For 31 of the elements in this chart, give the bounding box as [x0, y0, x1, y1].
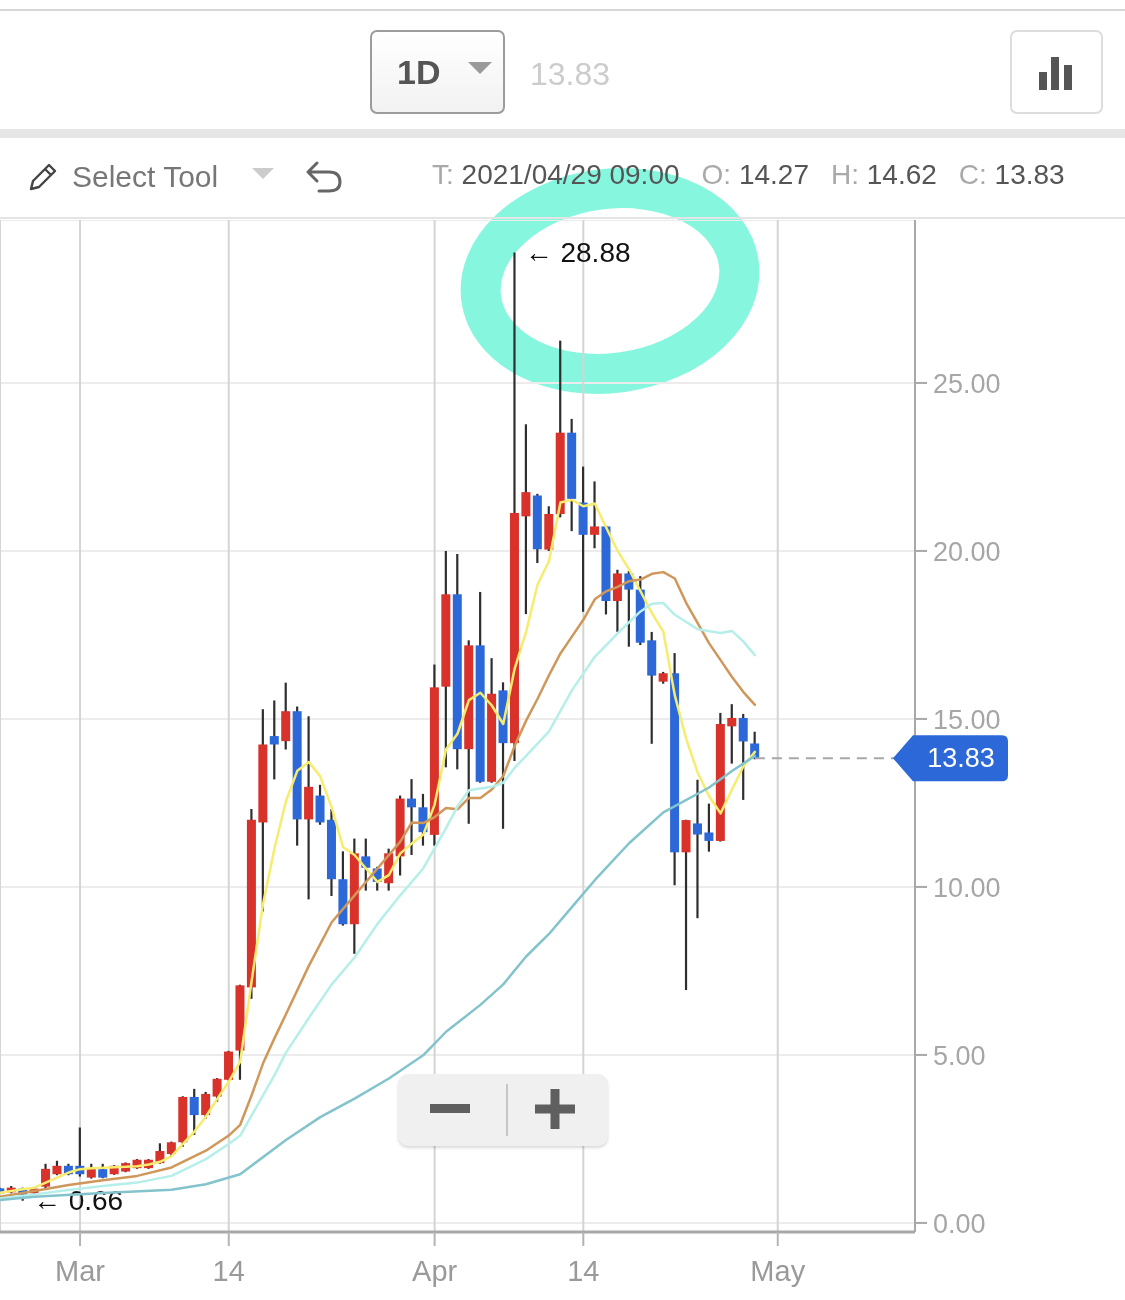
- y-tick-label: 20.00: [933, 536, 1001, 567]
- text: Select Tool: [72, 159, 219, 195]
- candlestick: [727, 703, 737, 765]
- y-tick-label: 5.00: [933, 1040, 986, 1071]
- text: C:: [958, 159, 987, 190]
- candlestick: [212, 1077, 222, 1103]
- candlestick: [738, 712, 748, 802]
- x-tick-label: May: [750, 1254, 806, 1287]
- y-tick-label: 25.00: [933, 368, 1001, 399]
- ref-line-label: 13.83: [927, 743, 995, 774]
- x-tick-label: 14: [567, 1254, 600, 1287]
- annotation: ← 28.88: [524, 237, 631, 269]
- dropdown: 1D: [370, 30, 505, 114]
- y-tick-label: 0.00: [933, 1208, 986, 1239]
- candlestick: [201, 1090, 211, 1120]
- text: H: 14.62: [830, 159, 937, 190]
- y-tick-label: 10.00: [933, 872, 1001, 903]
- candlestick: [704, 802, 714, 853]
- x-tick-label: Apr: [412, 1254, 458, 1287]
- candlestick: [692, 778, 702, 920]
- candlestick: [189, 1087, 199, 1136]
- candlestick: [521, 423, 531, 616]
- x-tick-label: Mar: [55, 1254, 106, 1287]
- y-tick-label: 15.00: [933, 704, 1001, 735]
- text: T: 2021/04/29 09:00: [432, 159, 680, 190]
- x-tick-label: 14: [212, 1254, 245, 1287]
- text: O: 14.27: [701, 159, 809, 190]
- candlestick: [407, 777, 417, 857]
- candlestick: [269, 699, 279, 781]
- candlestick: [590, 480, 600, 550]
- text: 13.83: [993, 159, 1065, 190]
